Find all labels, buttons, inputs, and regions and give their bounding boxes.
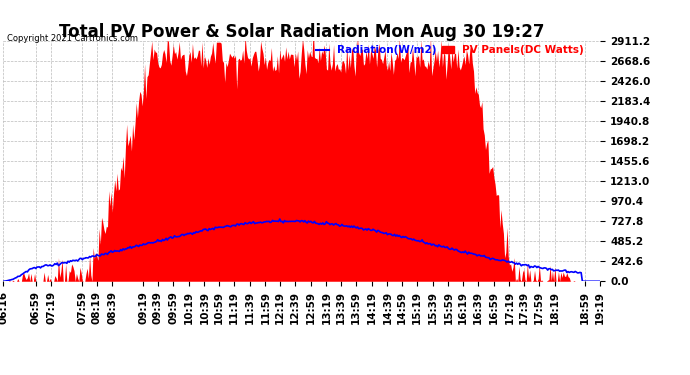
Legend: Radiation(W/m2), PV Panels(DC Watts): Radiation(W/m2), PV Panels(DC Watts) bbox=[312, 41, 589, 60]
Title: Total PV Power & Solar Radiation Mon Aug 30 19:27: Total PV Power & Solar Radiation Mon Aug… bbox=[59, 23, 544, 41]
Text: Copyright 2021 Cartronics.com: Copyright 2021 Cartronics.com bbox=[7, 34, 138, 43]
